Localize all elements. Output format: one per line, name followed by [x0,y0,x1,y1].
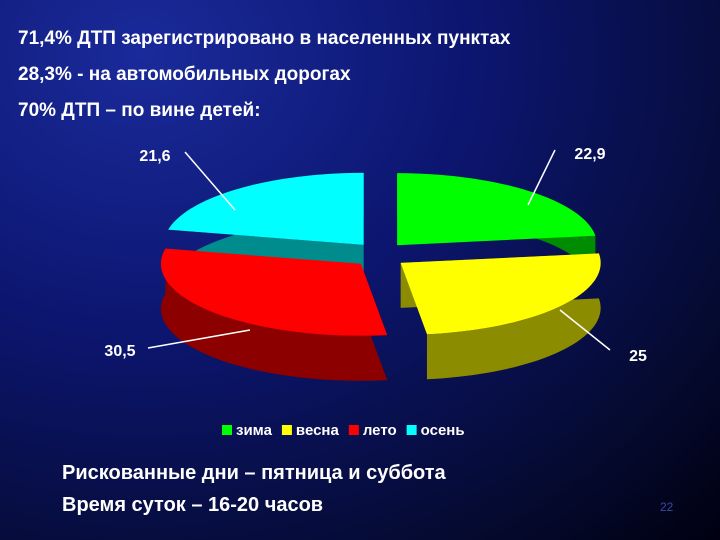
data-label: 25 [629,348,647,365]
footer-line: Рискованные дни – пятница и суббота [62,462,446,484]
legend-label: лето [363,422,397,439]
text-line: 71,4% ДТП зарегистрировано в населенных … [18,28,511,49]
footer-line: Время суток – 16-20 часов [62,494,324,516]
slice [397,173,596,246]
leader-line [147,329,251,349]
text-line: 28,3% - на автомобильных дорогах [18,64,351,85]
slice [168,172,364,245]
leader-line [527,149,556,206]
legend-label: весна [296,422,340,439]
slice [400,253,601,335]
leader-line [184,151,236,211]
slice-side [160,248,388,381]
page-number: 22 [660,500,674,514]
legend-label: осень [421,422,465,439]
data-label: 21,6 [139,148,170,165]
data-label: 30,5 [104,343,135,360]
legend-label: зима [236,422,273,439]
leader-line [559,309,611,351]
data-label: 22,9 [574,146,605,163]
legend-swatch [281,425,292,435]
slice [160,248,388,336]
legend-swatch [222,425,232,435]
legend-swatch [406,425,417,435]
text-line: 70% ДТП – по вине детей: [18,100,261,121]
legend-swatch [348,425,359,435]
